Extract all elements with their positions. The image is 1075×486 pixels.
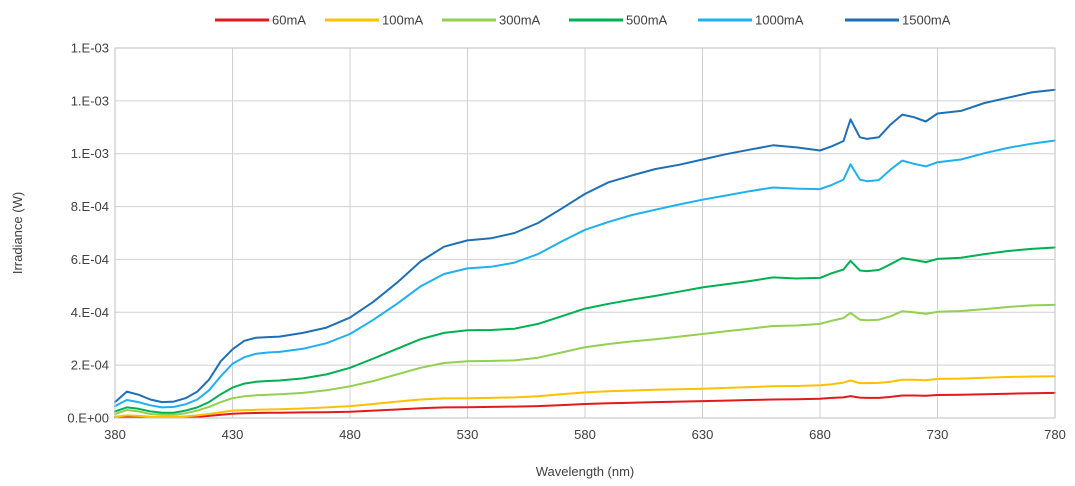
legend-label: 300mA (499, 13, 541, 28)
plot-frame (114, 47, 1056, 419)
y-tick-label: 8.E-04 (71, 199, 109, 214)
y-tick-label: 1.E-03 (71, 41, 109, 56)
x-tick-label: 430 (222, 427, 244, 442)
legend-label: 100mA (382, 13, 424, 28)
y-tick-label: 1.E-03 (71, 93, 109, 108)
legend-label: 1000mA (755, 13, 804, 28)
legend-item-300mA: 300mA (442, 13, 541, 28)
legend: 60mA 100mA 300mA 500mA 1000mA 1500mA (215, 13, 951, 28)
x-tick-label: 780 (1044, 427, 1066, 442)
x-tick-label: 580 (574, 427, 596, 442)
grid (114, 47, 1056, 419)
x-axis-ticks: 380 430 480 530 580 630 680 730 780 (104, 427, 1066, 442)
legend-item-100mA: 100mA (325, 13, 424, 28)
legend-item-500mA: 500mA (569, 13, 668, 28)
x-tick-label: 730 (927, 427, 949, 442)
y-tick-label: 2.E-04 (71, 358, 109, 373)
series-line-1000mA (114, 139, 1056, 409)
series-line-500mA (114, 246, 1056, 414)
legend-label: 500mA (626, 13, 668, 28)
y-axis-ticks: 0.E+00 2.E-04 4.E-04 6.E-04 8.E-04 1.E-03 1.E-… (67, 41, 109, 426)
series-lines (114, 88, 1056, 419)
series-line-1500mA (114, 88, 1056, 404)
legend-item-60mA: 60mA (215, 13, 306, 28)
x-tick-label: 480 (339, 427, 361, 442)
y-tick-label: 0.E+00 (67, 411, 109, 426)
x-tick-label: 380 (104, 427, 126, 442)
y-axis-title: Irradiance (W) (10, 192, 25, 274)
legend-item-1500mA: 1500mA (845, 13, 951, 28)
x-axis-title: Wavelength (nm) (536, 464, 635, 479)
legend-label: 1500mA (902, 13, 951, 28)
legend-label: 60mA (272, 13, 306, 28)
y-tick-label: 4.E-04 (71, 305, 109, 320)
y-tick-label: 6.E-04 (71, 252, 109, 267)
series-line-60mA (114, 391, 1056, 419)
y-tick-label: 1.E-03 (71, 146, 109, 161)
legend-item-1000mA: 1000mA (698, 13, 804, 28)
x-tick-label: 680 (809, 427, 831, 442)
x-tick-label: 530 (457, 427, 479, 442)
series-line-300mA (114, 303, 1056, 416)
x-tick-label: 630 (692, 427, 714, 442)
series-line-100mA (114, 375, 1056, 418)
